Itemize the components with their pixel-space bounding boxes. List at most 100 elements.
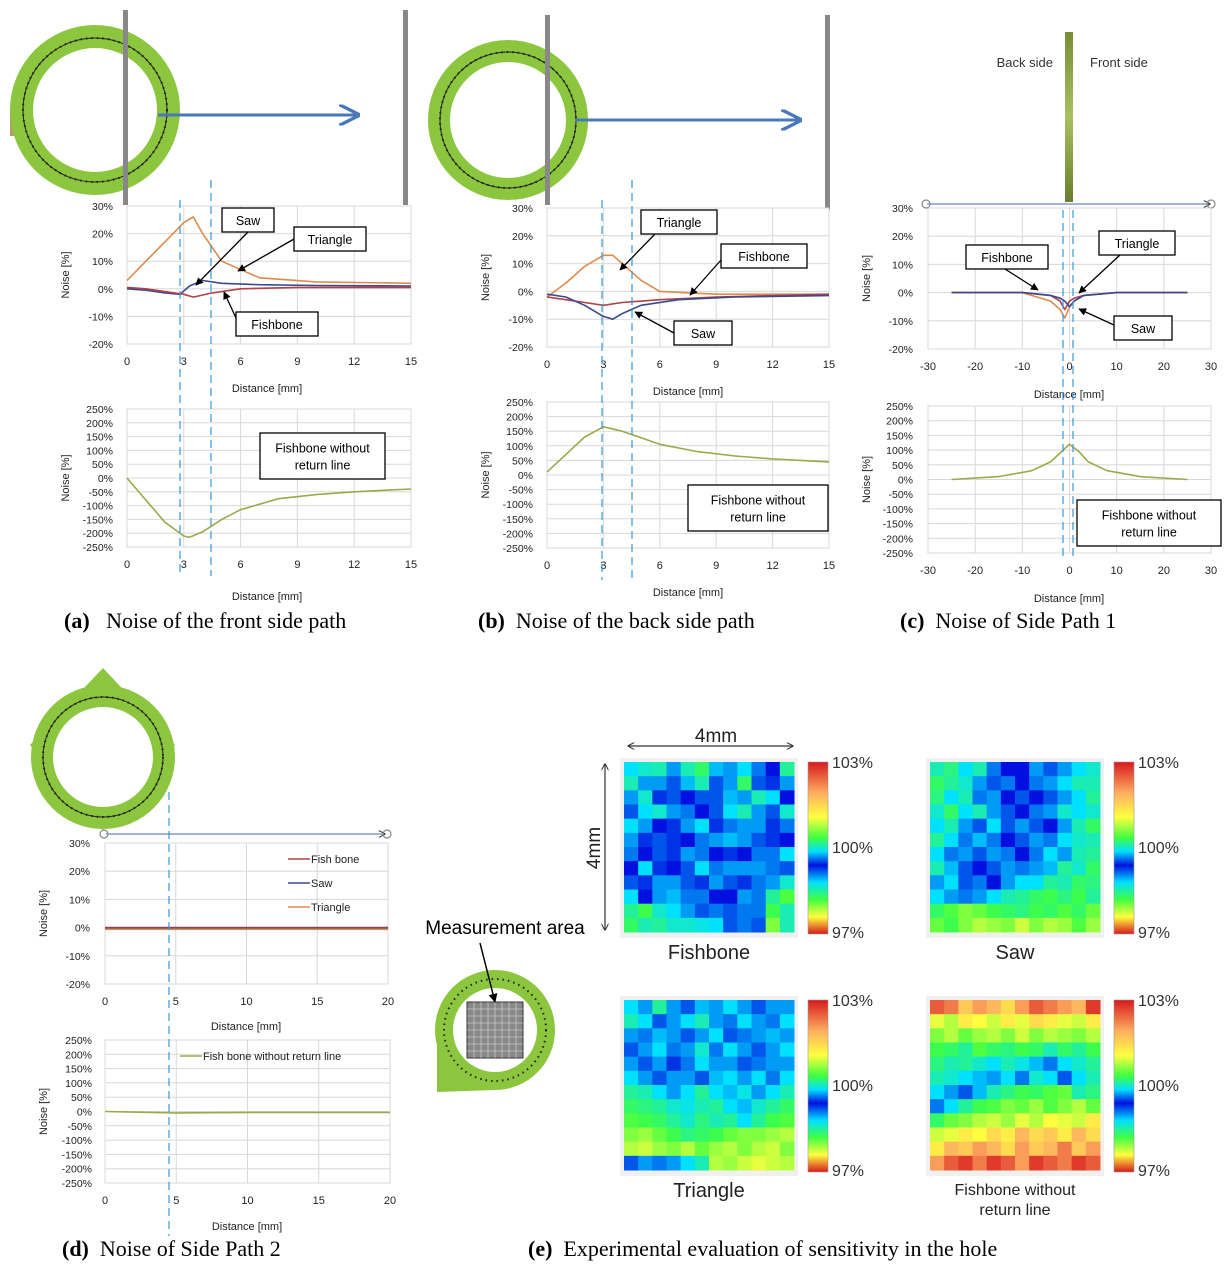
heatmap-cell	[972, 889, 988, 905]
y-tick-label: -10%	[888, 316, 913, 328]
heatmap-cell	[1029, 790, 1044, 805]
colorbar-tick-label: 97%	[1138, 925, 1170, 942]
heatmap-cell	[624, 847, 639, 862]
sensor-e: Measurement area	[425, 918, 585, 1092]
heatmap-cell	[958, 804, 973, 820]
heatmap-cell	[709, 847, 724, 862]
heatmap-cell	[1043, 832, 1058, 848]
heatmap-cell	[944, 1028, 959, 1043]
caption-d: (d) Noise of Side Path 2	[62, 1236, 281, 1261]
heatmap-cell	[765, 804, 781, 820]
heatmap-cell	[1015, 1042, 1030, 1058]
heatmap-cell	[1085, 832, 1101, 848]
heatmap-cell	[1071, 917, 1087, 933]
heatmap-cell	[723, 804, 738, 820]
x-tick-label: -30	[920, 361, 936, 373]
series-line-triangle	[546, 254, 829, 298]
heatmap-cell	[1057, 832, 1073, 848]
colorbar-tick-label: 103%	[832, 755, 873, 772]
callout-box	[1098, 230, 1176, 256]
heatmap-cell	[1057, 762, 1073, 777]
heatmap-cell	[944, 861, 959, 876]
heatmap-cell	[1029, 1099, 1044, 1114]
sensor-a	[10, 10, 408, 205]
heatmap-cell	[638, 790, 653, 805]
heatmap-cell	[930, 790, 945, 805]
heatmap-cell	[765, 1113, 781, 1128]
heatmap-cell	[1071, 1014, 1087, 1029]
heatmap-cell	[958, 1014, 973, 1029]
heatmap-cell	[680, 1099, 696, 1114]
heatmap-cell	[1085, 847, 1101, 862]
heatmap-cell	[1071, 776, 1087, 791]
heatmap-cell	[972, 917, 988, 933]
heatmap-cell	[737, 1070, 752, 1086]
heatmap-cell	[652, 1042, 667, 1058]
callout-box	[720, 243, 808, 269]
heatmap-2: 103% 100% 97% Triangle	[620, 993, 873, 1202]
heatmap-cell	[1071, 1028, 1087, 1043]
heatmap-cell	[737, 1113, 752, 1128]
colorbar	[1113, 761, 1135, 935]
x-tick-label: 30	[1205, 565, 1217, 577]
heatmap-cell	[751, 847, 767, 862]
heatmap-cell	[1071, 861, 1087, 876]
sensor-c: Back side Front side	[921, 32, 1216, 209]
heatmap-cell	[765, 1056, 781, 1072]
y-tick-label: 0%	[77, 1107, 92, 1119]
heatmap-cell	[680, 762, 696, 777]
heatmap-cell	[737, 1056, 752, 1072]
y-tick-label: 150%	[65, 1064, 92, 1076]
heatmap-cell	[930, 889, 945, 905]
y-axis-label: Noise [%]	[480, 451, 492, 498]
series-line-fishbone-without-return-line	[546, 426, 830, 473]
heatmap-cell	[680, 847, 696, 862]
heatmap-cell	[1000, 790, 1016, 805]
heatmap-cell	[624, 875, 639, 890]
y-tick-label: 0%	[98, 284, 113, 296]
heatmap-cell	[1057, 1085, 1073, 1100]
heatmap-cell	[1029, 804, 1044, 820]
callout-arrow	[1078, 308, 1115, 326]
heatmap-cell	[638, 1155, 653, 1171]
heatmap-cell	[751, 889, 767, 905]
heatmap-cell	[1071, 1155, 1087, 1171]
heatmap-cell	[958, 889, 973, 905]
heatmap-cell	[765, 1099, 781, 1114]
heatmap-cell	[723, 762, 738, 777]
heatmap-cell	[1000, 875, 1016, 890]
heatmap-cell	[765, 847, 781, 862]
heatmap-cell	[680, 1070, 696, 1086]
heatmap-cell	[1029, 776, 1044, 791]
heatmap-cell	[1029, 818, 1044, 834]
y-tick-label: 30%	[892, 203, 913, 215]
callout-box	[640, 209, 718, 235]
heatmap-cell	[737, 875, 752, 890]
heatmap-cell	[1043, 1056, 1058, 1072]
heatmap-cell	[779, 1070, 795, 1086]
heatmap-cell	[1071, 1000, 1087, 1015]
heatmap-cell	[694, 832, 710, 848]
y-tick-label: 200%	[65, 1049, 92, 1061]
heatmap-cell	[986, 903, 1002, 919]
heatmap-cell	[986, 804, 1002, 820]
heatmap-cell	[1029, 1000, 1044, 1015]
x-axis-label: Distance [mm]	[211, 1021, 281, 1033]
heatmap-cell	[652, 1056, 667, 1072]
heatmap-cell	[723, 1099, 738, 1114]
heatmap-cell	[1057, 917, 1073, 933]
heatmap-cell	[652, 832, 667, 848]
heatmap-cell	[751, 762, 767, 777]
chart-c_top: 30% 20% 10% 0% -10% -20% -30 -20 -10 0 10 20 30 Dista…	[861, 203, 1217, 401]
series-line-fishbone-without-return-line	[951, 443, 1188, 481]
y-tick-label: 100%	[506, 441, 533, 453]
heatmap-cell	[624, 1056, 639, 1072]
heatmap-cell	[1043, 1042, 1058, 1058]
heatmap-cell	[666, 818, 682, 834]
heatmap-cell	[765, 1070, 781, 1086]
heatmap-cell	[958, 1127, 973, 1143]
heatmap-cell	[1085, 1070, 1101, 1086]
callout-label: return line	[1121, 526, 1177, 540]
heatmap-cell	[1043, 1099, 1058, 1114]
chart-d_top: 30% 20% 10% 0% -10% -20% 0 5 10 15 20 Distance [mm]…	[38, 838, 394, 1033]
